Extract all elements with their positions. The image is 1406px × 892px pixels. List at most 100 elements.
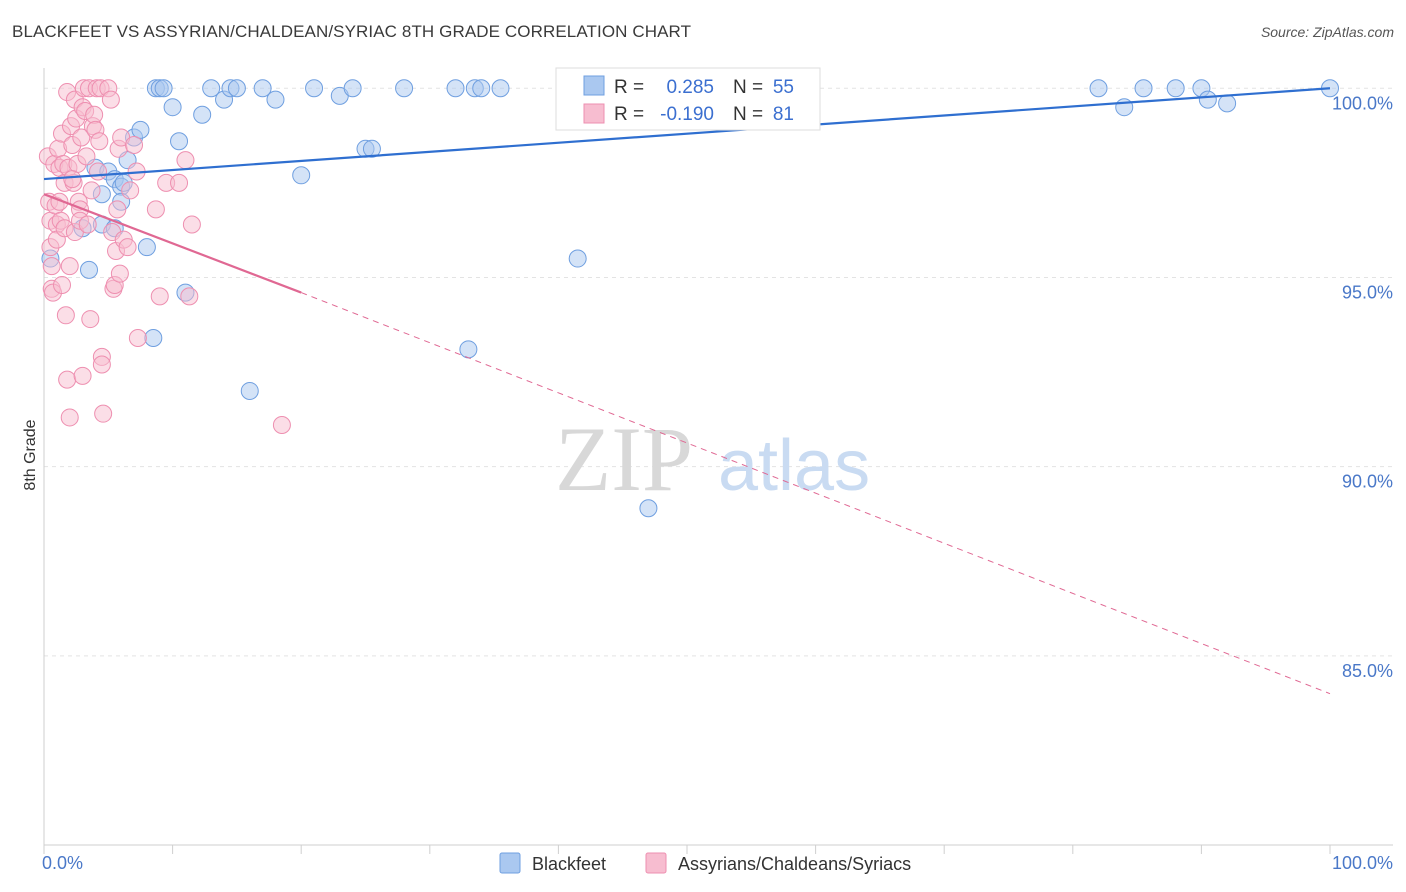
trend-layer: [43, 87, 1331, 695]
point-series-1-22: [58, 370, 77, 389]
gridlines: [44, 87, 1393, 657]
point-series-1-25: [60, 408, 79, 427]
stats-r-label-blackfeet: R =: [614, 77, 644, 98]
legend-swatch-blackfeet: [499, 852, 521, 874]
point-series-0-36: [395, 79, 414, 98]
point-series-1-68: [121, 181, 140, 200]
stats-r-value-blackfeet: 0.285: [666, 77, 714, 98]
point-series-0-51: [1198, 90, 1217, 109]
point-series-0-41: [491, 79, 510, 98]
y-tick-label-2: 95.0%: [1342, 282, 1393, 302]
x-tick-label-max: 100.0%: [1332, 853, 1393, 873]
point-series-1-42: [78, 215, 97, 234]
point-series-0-52: [1218, 94, 1237, 113]
y-axis-label: 8th Grade: [22, 419, 39, 490]
point-series-0-33: [343, 79, 362, 98]
point-series-1-67: [118, 238, 137, 257]
point-series-1-77: [180, 287, 199, 306]
legend: Blackfeet Assyrians/Chaldeans/Syriacs: [499, 852, 911, 874]
stats-r-label-assyrians: R =: [614, 104, 644, 125]
point-series-0-20: [170, 132, 189, 151]
point-series-0-37: [446, 79, 465, 98]
point-series-1-55: [94, 404, 113, 423]
point-series-1-51: [90, 132, 109, 151]
point-series-1-47: [85, 105, 104, 124]
point-series-1-50: [89, 162, 108, 181]
stats-n-value-assyrians: 81: [773, 104, 794, 125]
point-series-1-73: [150, 287, 169, 306]
legend-swatch-assyrians: [645, 852, 667, 874]
point-series-1-45: [82, 181, 101, 200]
point-series-0-29: [266, 90, 285, 109]
point-series-0-40: [472, 79, 491, 98]
x-tick-label-min: 0.0%: [42, 853, 83, 873]
point-series-0-31: [305, 79, 324, 98]
watermark-atlas: atlas: [718, 426, 870, 506]
point-series-0-23: [202, 79, 221, 98]
point-series-0-14: [137, 238, 156, 257]
point-series-1-64: [110, 264, 129, 283]
point-series-1-16: [53, 276, 72, 295]
point-series-0-15: [144, 328, 163, 347]
stats-r-value-assyrians: -0.190: [660, 104, 714, 125]
point-series-1-71: [128, 328, 147, 347]
trend-line-series-0: [43, 87, 1331, 181]
stats-n-label-blackfeet: N =: [733, 77, 763, 98]
point-series-0-35: [362, 139, 381, 158]
point-series-0-26: [227, 79, 246, 98]
point-series-0-46: [1089, 79, 1108, 98]
point-series-0-30: [292, 166, 311, 185]
point-series-0-47: [1115, 98, 1134, 117]
point-series-0-1: [80, 260, 99, 279]
point-series-1-41: [77, 147, 96, 166]
series-layer: [38, 79, 1339, 518]
point-series-0-28: [253, 79, 272, 98]
watermark-zip: ZIP: [555, 408, 693, 510]
point-series-0-19: [163, 98, 182, 117]
point-series-1-80: [63, 170, 82, 189]
point-series-1-24: [60, 257, 79, 276]
y-tick-label-0: 85.0%: [1342, 661, 1393, 681]
legend-label-assyrians: Assyrians/Chaldeans/Syriacs: [678, 854, 911, 874]
point-series-1-38: [73, 366, 92, 385]
point-series-0-38: [459, 340, 478, 359]
series-1: [38, 79, 291, 435]
watermark: ZIP atlas: [555, 408, 870, 510]
point-series-1-4: [42, 257, 61, 276]
point-series-1-69: [125, 136, 144, 155]
point-series-0-48: [1134, 79, 1153, 98]
point-series-0-18: [154, 79, 173, 98]
stats-box: R = 0.285 N = 55 R = -0.190 N = 81: [555, 67, 821, 131]
point-series-1-54: [92, 355, 111, 374]
trend-line-series-1: [43, 193, 302, 294]
point-series-0-13: [131, 120, 150, 139]
point-series-0-43: [568, 249, 587, 268]
point-series-1-57: [101, 90, 120, 109]
point-series-1-75: [170, 173, 189, 192]
point-series-1-36: [72, 128, 91, 147]
point-series-0-27: [240, 381, 259, 400]
series-0: [41, 79, 1339, 518]
y-tick-labels: 85.0% 90.0% 95.0% 100.0%: [1332, 93, 1393, 681]
point-series-1-62: [108, 200, 127, 219]
stats-n-value-blackfeet: 55: [773, 77, 794, 98]
point-series-1-79: [272, 416, 291, 435]
x-tick-labels: 0.0% 100.0%: [42, 853, 1393, 873]
point-series-1-78: [182, 215, 201, 234]
point-series-1-72: [146, 200, 165, 219]
stats-swatch-blackfeet: [583, 75, 605, 96]
point-series-0-45: [639, 499, 658, 518]
stats-n-label-assyrians: N =: [733, 104, 763, 125]
point-series-0-22: [193, 105, 212, 124]
point-series-1-20: [56, 306, 75, 325]
y-tick-label-1: 90.0%: [1342, 472, 1393, 492]
point-series-1-44: [81, 310, 100, 329]
trend-extension-series-1: [301, 292, 1331, 695]
point-series-0-49: [1166, 79, 1185, 98]
chart-title: BLACKFEET VS ASSYRIAN/CHALDEAN/SYRIAC 8T…: [12, 22, 692, 41]
legend-label-blackfeet: Blackfeet: [532, 854, 606, 874]
stats-swatch-assyrians: [583, 103, 605, 124]
y-tick-label-3: 100.0%: [1332, 93, 1393, 113]
point-series-1-76: [176, 151, 195, 170]
